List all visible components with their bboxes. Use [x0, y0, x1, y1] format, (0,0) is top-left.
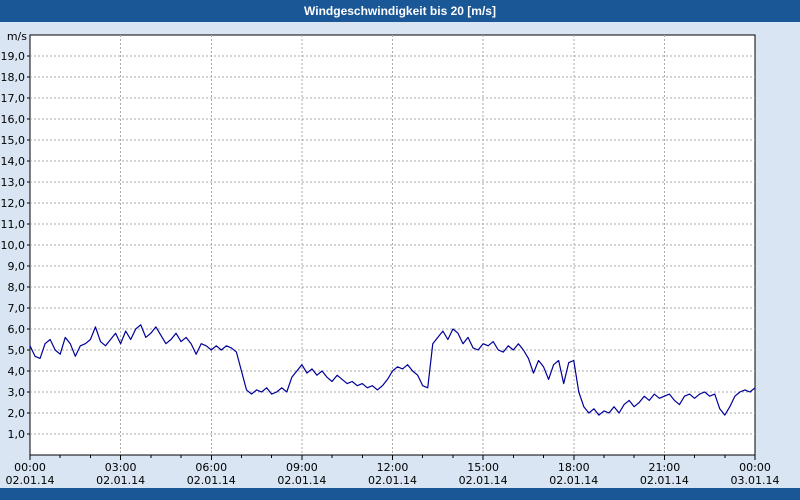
svg-text:10,0: 10,0: [1, 239, 26, 252]
svg-text:12,0: 12,0: [1, 197, 26, 210]
svg-text:3,0: 3,0: [8, 386, 26, 399]
chart-area: 1,0 2,0 3,0 4,0 5,0 6,0 7,0 8,0 9,0 10,0 11,0 12,0 1…: [0, 22, 800, 488]
svg-text:13,0: 13,0: [1, 176, 26, 189]
svg-text:09:00: 09:00: [286, 461, 318, 474]
svg-text:02.01.14: 02.01.14: [549, 474, 598, 487]
bottom-bar: [0, 488, 800, 500]
svg-text:18,0: 18,0: [1, 71, 26, 84]
svg-text:14,0: 14,0: [1, 155, 26, 168]
svg-text:21:00: 21:00: [649, 461, 681, 474]
svg-text:16,0: 16,0: [1, 113, 26, 126]
svg-text:03:00: 03:00: [105, 461, 137, 474]
svg-text:02.01.14: 02.01.14: [96, 474, 145, 487]
svg-text:5,0: 5,0: [8, 344, 26, 357]
svg-text:2,0: 2,0: [8, 407, 26, 420]
svg-text:02.01.14: 02.01.14: [368, 474, 417, 487]
svg-text:02.01.14: 02.01.14: [187, 474, 236, 487]
svg-text:02.01.14: 02.01.14: [277, 474, 326, 487]
wind-speed-series: [29, 324, 756, 416]
svg-text:1,0: 1,0: [8, 428, 26, 441]
svg-text:7,0: 7,0: [8, 302, 26, 315]
svg-text:15:00: 15:00: [467, 461, 499, 474]
svg-text:8,0: 8,0: [8, 281, 26, 294]
svg-text:02.01.14: 02.01.14: [6, 474, 55, 487]
svg-text:9,0: 9,0: [8, 260, 26, 273]
svg-text:02.01.14: 02.01.14: [459, 474, 508, 487]
svg-text:00:00: 00:00: [739, 461, 771, 474]
svg-text:11,0: 11,0: [1, 218, 26, 231]
chart-title-bar: Windgeschwindigkeit bis 20 [m/s]: [0, 0, 800, 22]
wind-speed-line-chart: 1,0 2,0 3,0 4,0 5,0 6,0 7,0 8,0 9,0 10,0 11,0 12,0 1…: [1, 30, 780, 487]
svg-text:03.01.14: 03.01.14: [731, 474, 780, 487]
svg-text:m/s: m/s: [7, 30, 27, 43]
svg-text:17,0: 17,0: [1, 92, 26, 105]
svg-text:18:00: 18:00: [558, 461, 590, 474]
svg-text:12:00: 12:00: [377, 461, 409, 474]
svg-text:6,0: 6,0: [8, 323, 26, 336]
svg-text:4,0: 4,0: [8, 365, 26, 378]
chart-title: Windgeschwindigkeit bis 20 [m/s]: [304, 4, 496, 18]
svg-text:06:00: 06:00: [195, 461, 227, 474]
svg-text:00:00: 00:00: [14, 461, 46, 474]
svg-text:02.01.14: 02.01.14: [640, 474, 689, 487]
svg-text:15,0: 15,0: [1, 134, 26, 147]
svg-text:19,0: 19,0: [1, 50, 26, 63]
